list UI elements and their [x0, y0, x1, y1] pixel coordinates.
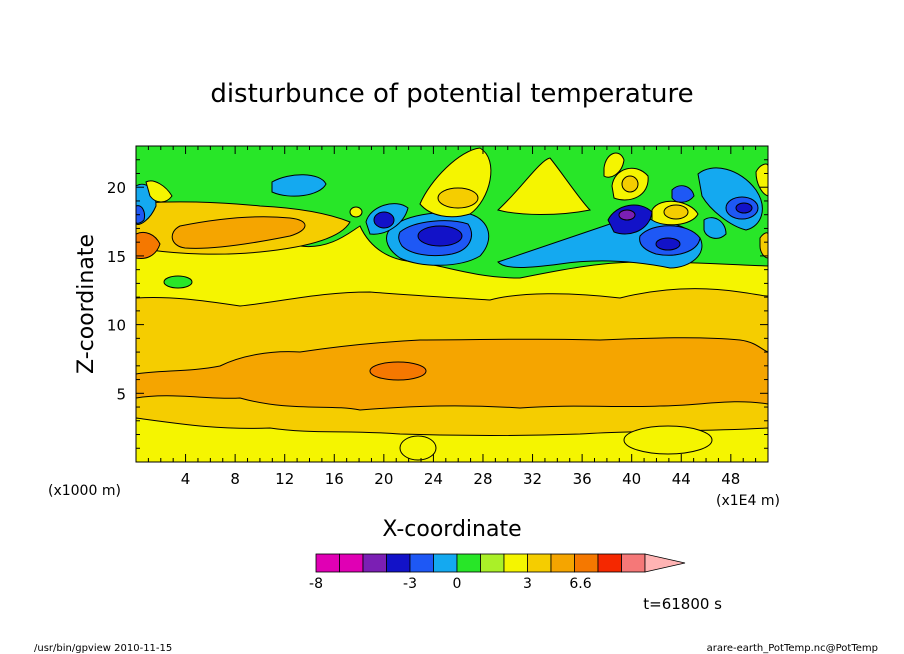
blue-small-44 — [671, 185, 695, 203]
x-tick-label: 4 — [181, 470, 191, 488]
blue-wing-19-core — [373, 211, 395, 229]
y-tick-label: 15 — [107, 248, 126, 266]
footer-right: arare-earth_PotTemp.nc@PotTemp — [707, 643, 878, 654]
upper-orange-band — [171, 216, 306, 249]
x-tick-label: 16 — [325, 470, 344, 488]
yellow-peak-25-inner — [437, 187, 479, 209]
y-axis-label: Z-coordinate — [74, 234, 99, 374]
cyan-small-46 — [703, 217, 727, 239]
yellow-peak-40-inner — [621, 175, 639, 193]
colorbar-tick-label: 3 — [523, 576, 532, 592]
colorbar-swatch — [621, 553, 646, 573]
colorbar-swatch — [409, 553, 434, 573]
x-tick-label: 40 — [622, 470, 641, 488]
x-tick-label: 44 — [672, 470, 691, 488]
chart-title: disturbunce of potential temperature — [210, 79, 693, 109]
small-yellow-patch-39 — [603, 152, 625, 178]
colorbar-tick-label: -3 — [403, 576, 417, 592]
blue-low-49-core — [735, 202, 753, 214]
x-tick-label: 8 — [230, 470, 240, 488]
right-edge-yellow — [755, 163, 768, 197]
y-tick-label: 5 — [116, 385, 126, 403]
cyan-patch-16 — [271, 174, 327, 197]
colorbar-swatch — [480, 553, 505, 573]
x-tick-label: 20 — [374, 470, 393, 488]
x-unit-note: (x1000 m) — [48, 483, 121, 499]
small-yellow-patch-23 — [349, 206, 363, 218]
colorbar-swatch — [550, 553, 575, 573]
x-tick-label: 12 — [275, 470, 294, 488]
x-tick-label: 28 — [473, 470, 492, 488]
colorbar-tick-label: -8 — [309, 576, 323, 592]
left-edge-red — [136, 231, 161, 259]
x-scale-note: (x1E4 m) — [716, 493, 780, 509]
colorbar-swatch — [315, 553, 340, 573]
right-edge-orange — [759, 232, 768, 259]
y-tick-label: 20 — [107, 179, 126, 197]
x-axis-ticks: 4 8 12 16 20 24 28 32 36 40 44 48 — [147, 146, 757, 488]
plot-frame — [135, 145, 769, 463]
colorbar-tick-label: 6.6 — [569, 576, 591, 592]
lower-yellow-patch-22 — [399, 435, 437, 461]
blue-trough-24-core — [417, 225, 463, 247]
footer-left: /usr/bin/gpview 2010-11-15 — [34, 643, 172, 654]
time-label: t=61800 s — [643, 595, 722, 613]
x-tick-label: 36 — [573, 470, 592, 488]
lower-yellow-patch-42 — [623, 425, 713, 455]
x-tick-label: 32 — [523, 470, 542, 488]
colorbar-swatch — [456, 553, 481, 573]
colorbar-swatch — [362, 553, 387, 573]
colorbar-extend-arrow — [644, 553, 686, 573]
colorbar-swatch — [574, 553, 599, 573]
colorbar-swatch — [339, 553, 364, 573]
colorbar-swatch — [433, 553, 458, 573]
x-tick-label: 48 — [721, 470, 740, 488]
yellow-patch-43-inner — [663, 204, 689, 220]
mid-orange-patch — [369, 361, 427, 381]
yellow-streak-30 — [496, 157, 592, 215]
y-tick-label: 10 — [107, 317, 126, 335]
x-tick-label: 24 — [424, 470, 443, 488]
colorbar-swatch — [597, 553, 622, 573]
plot-area — [136, 146, 768, 462]
small-green-patch-2 — [163, 275, 193, 289]
blue-low-44-core — [655, 237, 681, 251]
y-axis-ticks: 5 10 15 20 — [107, 159, 768, 449]
colorbar-swatch — [386, 553, 411, 573]
colorbar-swatch — [503, 553, 528, 573]
colorbar-swatch — [527, 553, 552, 573]
colorbar-tick-label: 0 — [453, 576, 462, 592]
colorbar: -8 -3 0 3 6.6 — [309, 553, 686, 592]
x-axis-label: X-coordinate — [382, 517, 521, 542]
blue-low-39-core — [618, 209, 636, 221]
left-edge-yellow — [145, 180, 173, 203]
